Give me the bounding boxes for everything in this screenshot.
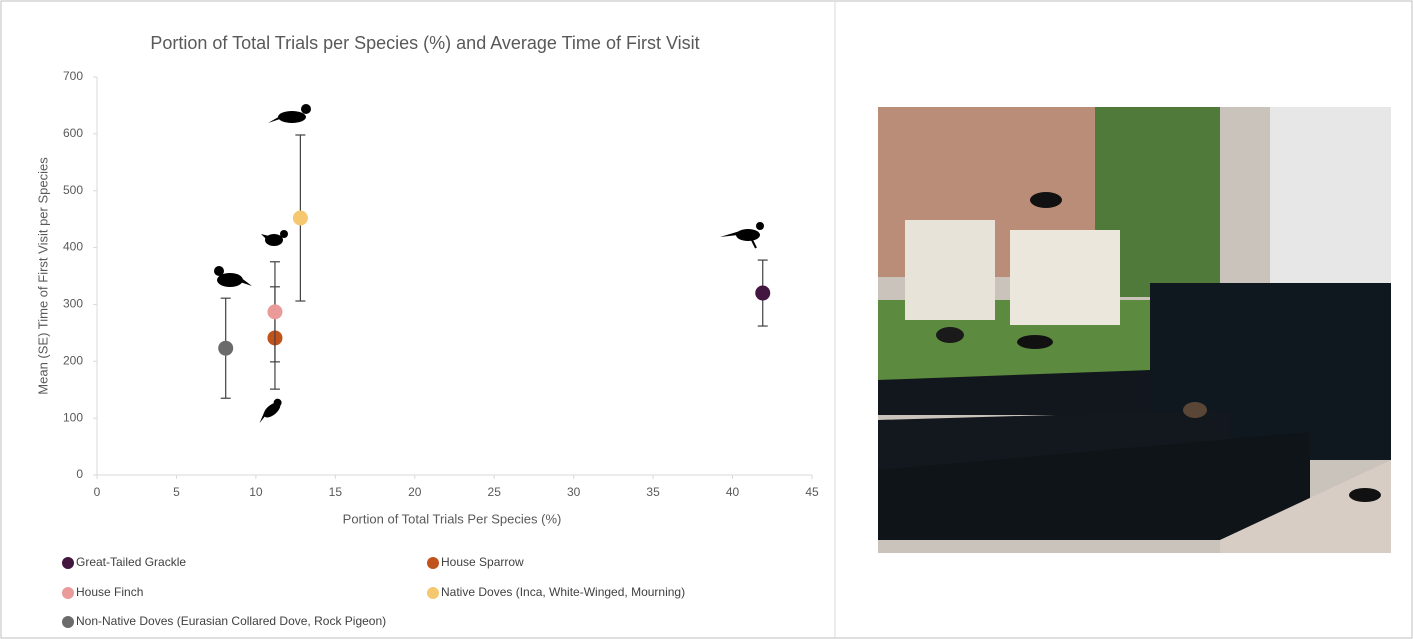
point (292, 210, 308, 226)
photo-bird (936, 327, 964, 343)
x-tick-label: 30 (567, 485, 581, 499)
y-tick-label: 400 (63, 240, 83, 254)
legend-swatch (62, 557, 74, 569)
photo-bird (1183, 402, 1207, 418)
y-tick-label: 600 (63, 126, 83, 140)
photo-chair (905, 220, 995, 320)
y-tick-label: 100 (63, 410, 83, 424)
y-tick-label: 700 (63, 69, 83, 83)
chart-title: Portion of Total Trials per Species (%) … (150, 33, 699, 53)
legend-label: Non-Native Doves (Eurasian Collared Dove… (76, 614, 386, 628)
x-tick-label: 45 (805, 485, 819, 499)
point (755, 285, 771, 301)
x-tick-label: 0 (94, 485, 101, 499)
legend-swatch (427, 557, 439, 569)
photo-bird (1030, 192, 1062, 208)
y-tick-label: 200 (63, 353, 83, 367)
x-tick-label: 10 (249, 485, 263, 499)
legend-label: Great-Tailed Grackle (76, 555, 186, 569)
bird-icon (268, 104, 311, 123)
photo (878, 107, 1391, 553)
x-tick-label: 40 (726, 485, 740, 499)
x-tick-label: 35 (646, 485, 660, 499)
bird-icon (720, 222, 764, 249)
bird-icon (214, 266, 252, 287)
x-tick-label: 15 (329, 485, 343, 499)
legend-label: Native Doves (Inca, White-Winged, Mourni… (441, 585, 685, 599)
photo-pillar (1270, 107, 1391, 287)
photo-bird (1349, 488, 1381, 502)
y-tick-label: 500 (63, 183, 83, 197)
legend-swatch (62, 587, 74, 599)
legend-label: House Finch (76, 585, 143, 599)
photo-chair (1010, 230, 1120, 325)
bird-icons (214, 104, 764, 424)
bird-icon (259, 398, 282, 424)
photo-floor (1220, 460, 1391, 553)
x-tick-label: 5 (173, 485, 180, 499)
x-tick-label: 20 (408, 485, 422, 499)
legend-swatch (427, 587, 439, 599)
bird-icon (261, 230, 288, 246)
photo-step (878, 432, 1310, 540)
legend-swatch (62, 616, 74, 628)
y-tick-label: 300 (63, 297, 83, 311)
y-axis-title: Mean (SE) Time of First Visit per Specie… (35, 157, 50, 395)
photo-bird (1017, 335, 1053, 349)
y-tick-label: 0 (76, 467, 83, 481)
legend-label: House Sparrow (441, 555, 524, 569)
photo-step (878, 370, 1150, 415)
x-tick-label: 25 (488, 485, 502, 499)
point (218, 340, 234, 356)
point (267, 304, 283, 320)
x-axis-title: Portion of Total Trials Per Species (%) (343, 511, 562, 526)
